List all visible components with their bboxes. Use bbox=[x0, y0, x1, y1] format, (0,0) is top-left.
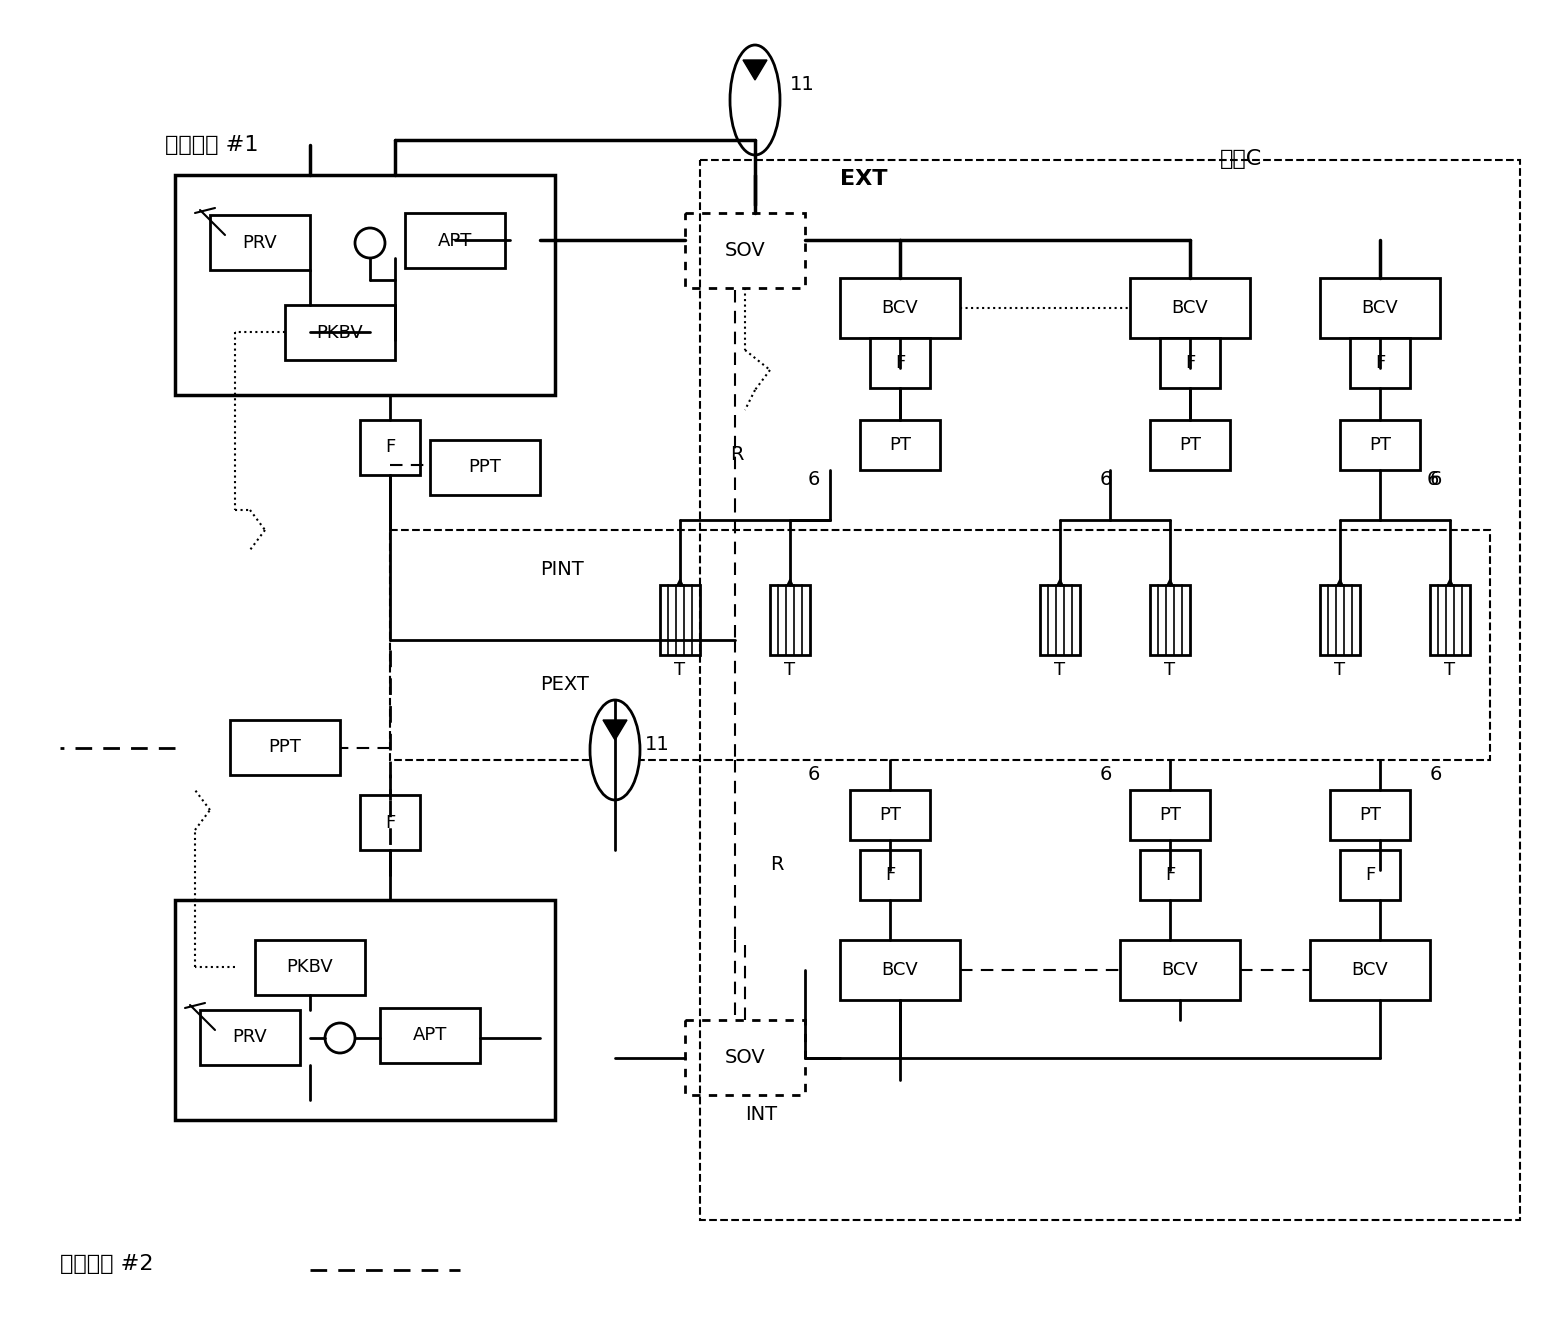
FancyBboxPatch shape bbox=[840, 277, 960, 338]
Text: PPT: PPT bbox=[468, 459, 501, 476]
FancyBboxPatch shape bbox=[361, 795, 421, 851]
FancyBboxPatch shape bbox=[1130, 277, 1250, 338]
Text: T: T bbox=[1054, 661, 1065, 679]
Text: PT: PT bbox=[878, 805, 901, 824]
Text: 结构C: 结构C bbox=[1220, 149, 1262, 169]
FancyBboxPatch shape bbox=[1150, 585, 1190, 656]
Text: 6: 6 bbox=[1100, 470, 1113, 490]
FancyBboxPatch shape bbox=[860, 421, 940, 470]
Text: PT: PT bbox=[1179, 437, 1200, 454]
FancyBboxPatch shape bbox=[1150, 421, 1230, 470]
Text: T: T bbox=[1165, 661, 1176, 679]
FancyBboxPatch shape bbox=[1160, 338, 1220, 387]
Text: BCV: BCV bbox=[1162, 961, 1199, 979]
FancyBboxPatch shape bbox=[1430, 585, 1470, 656]
Text: 液压供给 #2: 液压供给 #2 bbox=[60, 1254, 154, 1274]
Text: PINT: PINT bbox=[539, 560, 584, 579]
FancyBboxPatch shape bbox=[851, 790, 931, 840]
FancyBboxPatch shape bbox=[686, 214, 804, 288]
FancyBboxPatch shape bbox=[381, 1009, 479, 1063]
Text: R: R bbox=[770, 855, 783, 874]
Text: BCV: BCV bbox=[881, 961, 918, 979]
Text: BCV: BCV bbox=[1351, 961, 1388, 979]
FancyBboxPatch shape bbox=[1310, 940, 1430, 1001]
Circle shape bbox=[325, 1023, 354, 1054]
Text: APT: APT bbox=[413, 1027, 447, 1044]
Text: 6: 6 bbox=[1100, 764, 1113, 784]
FancyBboxPatch shape bbox=[860, 851, 920, 900]
Text: PKBV: PKBV bbox=[316, 324, 364, 341]
FancyBboxPatch shape bbox=[210, 215, 310, 269]
Text: 11: 11 bbox=[791, 76, 815, 94]
Text: 6: 6 bbox=[1430, 764, 1442, 784]
FancyBboxPatch shape bbox=[770, 585, 811, 656]
Text: PKBV: PKBV bbox=[287, 958, 333, 977]
FancyBboxPatch shape bbox=[686, 1020, 804, 1095]
Text: R: R bbox=[730, 445, 743, 464]
Text: F: F bbox=[385, 438, 394, 456]
FancyBboxPatch shape bbox=[230, 721, 341, 775]
FancyBboxPatch shape bbox=[1341, 421, 1419, 470]
Text: T: T bbox=[1444, 661, 1456, 679]
Text: T: T bbox=[1335, 661, 1345, 679]
Text: 液压供给 #1: 液压供给 #1 bbox=[165, 135, 259, 155]
Ellipse shape bbox=[590, 701, 640, 800]
Text: BCV: BCV bbox=[881, 299, 918, 317]
Text: PT: PT bbox=[1159, 805, 1180, 824]
FancyBboxPatch shape bbox=[405, 214, 505, 268]
Text: PEXT: PEXT bbox=[539, 675, 589, 694]
Text: 11: 11 bbox=[646, 735, 670, 754]
FancyBboxPatch shape bbox=[840, 940, 960, 1001]
Text: PT: PT bbox=[1359, 805, 1381, 824]
FancyBboxPatch shape bbox=[1140, 851, 1200, 900]
FancyBboxPatch shape bbox=[871, 338, 931, 387]
Text: T: T bbox=[784, 661, 795, 679]
Text: F: F bbox=[385, 813, 394, 832]
Polygon shape bbox=[603, 721, 627, 740]
FancyBboxPatch shape bbox=[1130, 790, 1210, 840]
Text: EXT: EXT bbox=[840, 169, 888, 188]
FancyBboxPatch shape bbox=[254, 940, 365, 995]
Text: PRV: PRV bbox=[242, 234, 277, 252]
FancyBboxPatch shape bbox=[1120, 940, 1241, 1001]
Text: BCV: BCV bbox=[1362, 299, 1398, 317]
Text: BCV: BCV bbox=[1171, 299, 1208, 317]
FancyBboxPatch shape bbox=[1350, 338, 1410, 387]
Text: F: F bbox=[895, 354, 905, 372]
Text: 6: 6 bbox=[807, 470, 820, 490]
FancyBboxPatch shape bbox=[390, 529, 1490, 760]
FancyBboxPatch shape bbox=[1321, 277, 1439, 338]
FancyBboxPatch shape bbox=[430, 441, 539, 495]
Text: PT: PT bbox=[1368, 437, 1392, 454]
FancyBboxPatch shape bbox=[1341, 851, 1401, 900]
Text: PPT: PPT bbox=[268, 739, 302, 756]
Text: F: F bbox=[1365, 867, 1375, 884]
Text: 6: 6 bbox=[807, 764, 820, 784]
FancyBboxPatch shape bbox=[176, 175, 555, 395]
Text: F: F bbox=[1165, 867, 1176, 884]
FancyBboxPatch shape bbox=[660, 585, 700, 656]
Text: F: F bbox=[1375, 354, 1385, 372]
Text: APT: APT bbox=[438, 231, 472, 249]
FancyBboxPatch shape bbox=[1321, 585, 1361, 656]
Text: SOV: SOV bbox=[724, 1048, 766, 1067]
Text: SOV: SOV bbox=[724, 242, 766, 260]
FancyBboxPatch shape bbox=[1040, 585, 1080, 656]
Text: T: T bbox=[675, 661, 686, 679]
Text: 6: 6 bbox=[1430, 470, 1442, 490]
Text: 6: 6 bbox=[1427, 470, 1439, 490]
FancyBboxPatch shape bbox=[1330, 790, 1410, 840]
Circle shape bbox=[354, 228, 385, 257]
Text: F: F bbox=[885, 867, 895, 884]
FancyBboxPatch shape bbox=[361, 421, 421, 475]
Polygon shape bbox=[743, 60, 767, 80]
Text: INT: INT bbox=[744, 1105, 777, 1124]
FancyBboxPatch shape bbox=[200, 1010, 300, 1066]
Text: PT: PT bbox=[889, 437, 911, 454]
Ellipse shape bbox=[730, 45, 780, 155]
Text: PRV: PRV bbox=[233, 1028, 268, 1047]
FancyBboxPatch shape bbox=[176, 900, 555, 1120]
Text: F: F bbox=[1185, 354, 1196, 372]
FancyBboxPatch shape bbox=[285, 305, 394, 360]
